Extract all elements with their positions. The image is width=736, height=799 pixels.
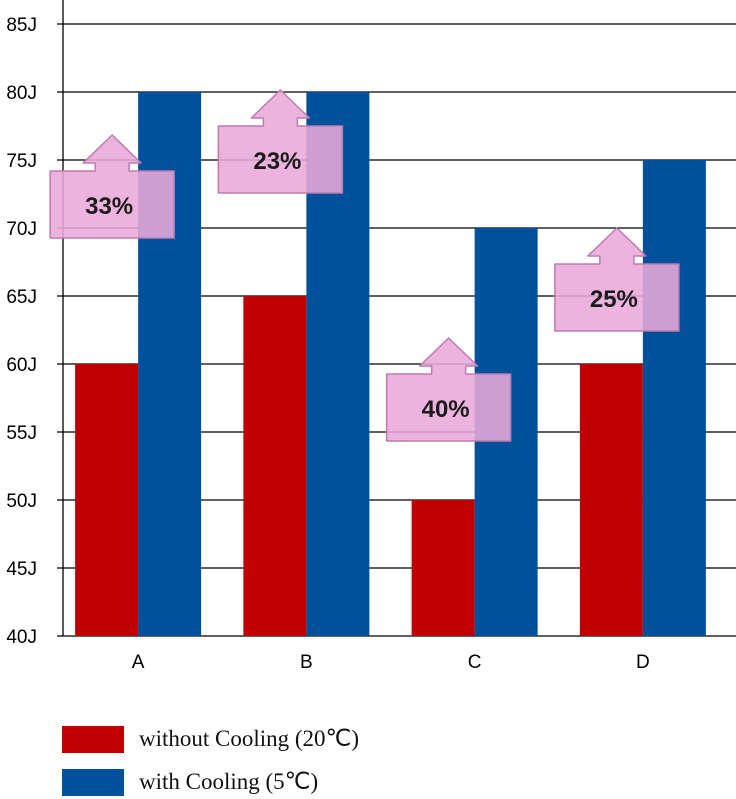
y-tick-label: 65J bbox=[6, 287, 37, 308]
legend-swatch-with-cooling bbox=[62, 769, 124, 796]
bar-chart: 40J 45J 50J 55J 60J 65J 70J 75J 80J 85J A B C D 33% 23… bbox=[6, 0, 736, 673]
callout-label: 40% bbox=[422, 396, 470, 423]
bar-without-cooling-d bbox=[579, 364, 643, 636]
legend-swatch-without-cooling bbox=[62, 726, 124, 753]
y-tick-label: 75J bbox=[6, 151, 37, 172]
bar-with-cooling-d bbox=[642, 160, 706, 636]
x-tick-label: D bbox=[636, 652, 650, 673]
legend-item-without-cooling: without Cooling (20℃) bbox=[62, 725, 482, 755]
x-tick-label: B bbox=[300, 652, 313, 673]
up-arrow-icon bbox=[217, 89, 344, 194]
up-arrow-icon bbox=[385, 337, 512, 442]
up-arrow-icon bbox=[554, 227, 680, 332]
bar-without-cooling-c bbox=[411, 500, 475, 636]
percent-callout: 25% bbox=[554, 227, 680, 332]
bar-without-cooling-a bbox=[75, 364, 139, 636]
y-tick-label: 50J bbox=[6, 491, 37, 512]
up-arrow-icon bbox=[49, 134, 175, 239]
legend-label-without-cooling: without Cooling (20℃) bbox=[139, 726, 360, 751]
percent-callout: 23% bbox=[217, 89, 344, 194]
x-tick-label: C bbox=[468, 652, 482, 673]
y-tick-label: 85J bbox=[6, 15, 37, 36]
x-tick-label: A bbox=[132, 652, 145, 673]
y-tick-label: 55J bbox=[6, 423, 37, 444]
callout-label: 25% bbox=[590, 286, 638, 313]
callout-label: 23% bbox=[253, 148, 301, 175]
y-tick-label: 70J bbox=[6, 219, 37, 240]
y-tick-label: 40J bbox=[6, 627, 37, 648]
y-tick-label: 80J bbox=[6, 83, 37, 104]
bar-without-cooling-b bbox=[243, 296, 307, 636]
legend-item-with-cooling: with Cooling (5℃) bbox=[62, 768, 482, 798]
legend-label-with-cooling: with Cooling (5℃) bbox=[139, 769, 319, 794]
callout-label: 33% bbox=[85, 193, 133, 220]
y-tick-label: 60J bbox=[6, 355, 37, 376]
percent-callout: 40% bbox=[385, 337, 512, 442]
percent-callout: 33% bbox=[49, 134, 175, 239]
y-tick-label: 45J bbox=[6, 559, 37, 580]
